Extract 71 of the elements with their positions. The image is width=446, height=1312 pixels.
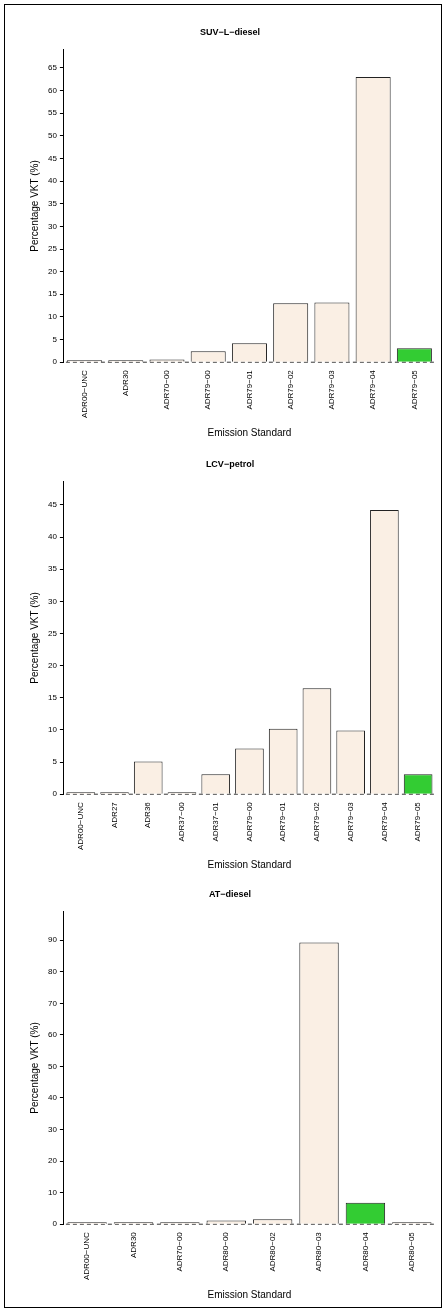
x-tick-label: ADR79−03 xyxy=(327,369,337,410)
x-tick-label: ADR70−00 xyxy=(162,369,172,410)
x-tick-label: ADR80−00 xyxy=(221,1231,231,1272)
x-tick-label: ADR27 xyxy=(109,801,119,828)
x-tick-label: ADR79−00 xyxy=(244,801,254,842)
y-tick-label: 50 xyxy=(47,131,58,141)
x-tick-label: ADR79−01 xyxy=(278,801,288,842)
x-tick-label: ADR80−02 xyxy=(267,1231,277,1272)
y-tick-label: 60 xyxy=(47,85,58,95)
x-tick-label: ADR30 xyxy=(128,1231,138,1258)
x-tick-label: ADR79−05 xyxy=(409,369,419,410)
y-tick-label: 30 xyxy=(47,1124,58,1134)
y-tick-label: 15 xyxy=(47,289,58,299)
x-tick-label: ADR70−00 xyxy=(175,1231,185,1272)
x-tick-label: ADR37−00 xyxy=(177,801,187,842)
x-tick-label: ADR37−01 xyxy=(210,801,220,842)
y-tick-label: 30 xyxy=(47,221,58,231)
y-tick-label: 30 xyxy=(47,596,58,606)
y-tick-label: 20 xyxy=(47,660,58,670)
x-tick-label: ADR80−03 xyxy=(314,1231,324,1272)
chart-title: AT−diesel xyxy=(208,888,252,899)
y-axis-title: Percentage VKT (%) xyxy=(28,160,40,252)
y-tick-label: 45 xyxy=(47,500,58,510)
y-tick-label: 40 xyxy=(47,532,58,542)
y-tick-label: 70 xyxy=(47,998,58,1008)
y-tick-label: 5 xyxy=(52,757,58,767)
x-tick-label: ADR79−03 xyxy=(345,801,355,842)
y-tick-label: 40 xyxy=(47,1093,58,1103)
y-axis-title: Percentage VKT (%) xyxy=(28,1022,40,1114)
y-tick-label: 10 xyxy=(47,1187,58,1197)
x-tick-label: ADR79−04 xyxy=(379,801,389,842)
x-tick-label: ADR00−UNC xyxy=(75,801,85,850)
x-axis-title: Emission Standard xyxy=(207,1288,292,1300)
y-tick-label: 65 xyxy=(47,63,58,73)
y-tick-label: 10 xyxy=(47,725,58,735)
x-tick-label: ADR79−02 xyxy=(285,369,295,410)
y-tick-label: 25 xyxy=(47,628,58,638)
y-tick-label: 35 xyxy=(47,564,58,574)
x-tick-label: ADR79−01 xyxy=(244,369,254,410)
x-tick-label: ADR79−05 xyxy=(413,801,423,842)
y-tick-label: 45 xyxy=(47,153,58,163)
y-tick-label: 0 xyxy=(52,357,58,367)
y-tick-label: 5 xyxy=(52,334,58,344)
y-tick-label: 35 xyxy=(47,198,58,208)
y-tick-label: 10 xyxy=(47,312,58,322)
y-tick-label: 25 xyxy=(47,244,58,254)
x-tick-label: ADR79−02 xyxy=(312,801,322,842)
y-tick-label: 20 xyxy=(47,1156,58,1166)
y-tick-label: 90 xyxy=(47,935,58,945)
x-tick-label: ADR36 xyxy=(143,801,153,828)
x-tick-label: ADR80−04 xyxy=(360,1231,370,1272)
x-tick-label: ADR00−UNC xyxy=(82,1231,92,1280)
y-tick-label: 50 xyxy=(47,1061,58,1071)
y-tick-label: 60 xyxy=(47,1030,58,1040)
y-tick-label: 40 xyxy=(47,176,58,186)
x-axis-title: Emission Standard xyxy=(207,858,292,870)
y-tick-label: 55 xyxy=(47,108,58,118)
x-tick-label: ADR79−00 xyxy=(203,369,213,410)
chart-title: LCV−petrol xyxy=(205,458,255,469)
y-tick-label: 0 xyxy=(52,1219,58,1229)
y-tick-label: 15 xyxy=(47,692,58,702)
x-tick-label: ADR79−04 xyxy=(368,369,378,410)
x-tick-label: ADR30 xyxy=(120,369,130,396)
y-tick-label: 0 xyxy=(52,789,58,799)
chart-title: SUV−L−diesel xyxy=(199,26,261,37)
x-tick-label: ADR80−05 xyxy=(407,1231,417,1272)
y-tick-label: 20 xyxy=(47,266,58,276)
y-tick-label: 80 xyxy=(47,966,58,976)
x-tick-label: ADR00−UNC xyxy=(79,369,89,418)
x-axis-title: Emission Standard xyxy=(207,426,292,438)
y-axis-title: Percentage VKT (%) xyxy=(28,592,40,684)
